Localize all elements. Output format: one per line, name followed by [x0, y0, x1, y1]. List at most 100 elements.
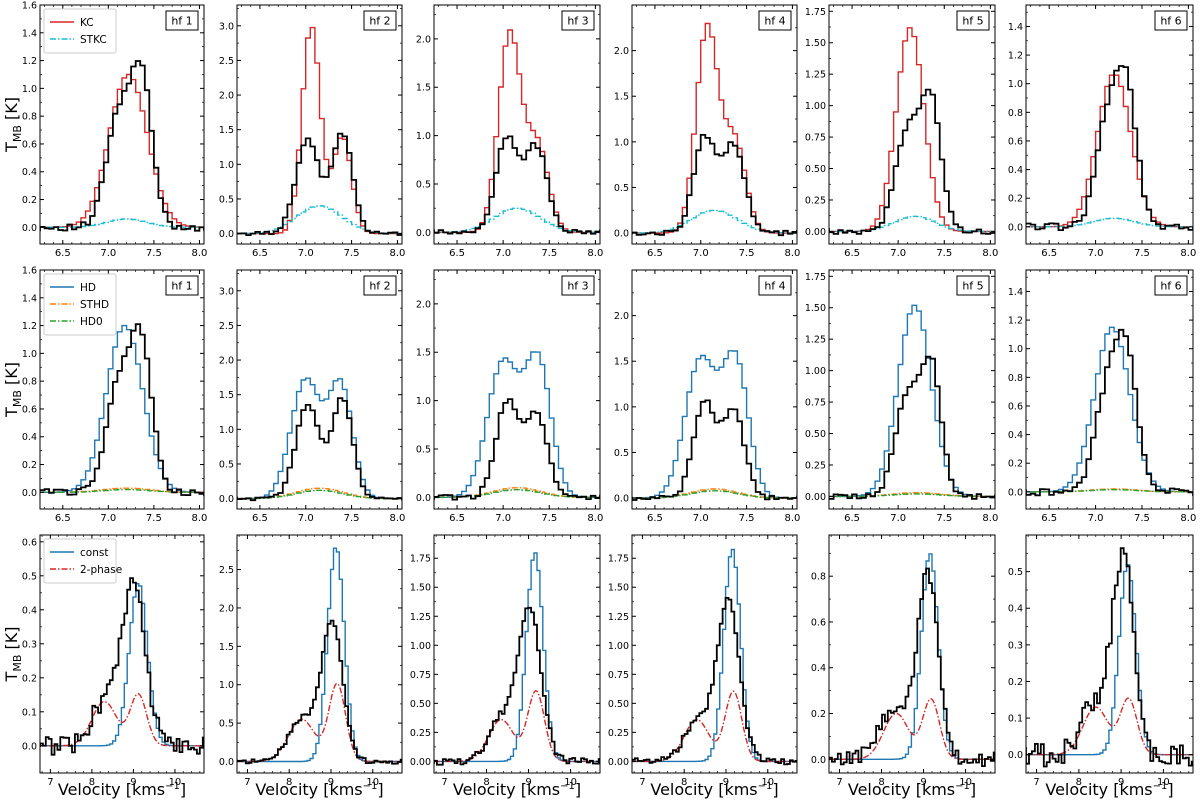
series-observed: [829, 567, 995, 767]
y-tick-label: 0.6: [1008, 136, 1023, 147]
axes-frame: [828, 269, 996, 510]
x-tick-label: 9: [130, 777, 136, 788]
x-tick-label: 6.5: [55, 248, 71, 259]
panel-tag-box: [1154, 275, 1188, 296]
y-tick-label: 2.0: [416, 299, 431, 310]
y-tick-label: 0.8: [22, 377, 37, 388]
y-tick-label: 2.0: [416, 34, 431, 45]
x-tick-label: 6.5: [449, 513, 465, 524]
y-tick-label: 0.2: [22, 673, 37, 684]
y-tick-label: 0.8: [1008, 108, 1023, 119]
series-observed: [434, 135, 600, 235]
y-tick-label: 1.2: [1008, 51, 1023, 62]
legend-label: HD: [80, 282, 96, 294]
y-tick-label: 1.5: [614, 357, 629, 368]
x-tick-label: 6.5: [55, 513, 71, 524]
x-tick-label: 7.0: [298, 513, 314, 524]
y-tick-label: 1.00: [805, 101, 826, 112]
series-group: [829, 553, 995, 767]
y-tick-label: 0.4: [22, 432, 37, 443]
series-2-phase: [829, 698, 995, 760]
axes-frame: [39, 269, 205, 510]
axes-frame: [631, 534, 798, 774]
series-group: [632, 548, 797, 766]
panel-tag-box: [758, 275, 792, 296]
x-tick-label: 8.0: [389, 513, 405, 524]
y-tick-label: 0.5: [219, 459, 234, 470]
axes-frame: [236, 269, 403, 510]
x-tick-label: 7: [1033, 777, 1039, 788]
series-hd: [829, 304, 995, 498]
panel-tag: hf 2: [369, 280, 390, 293]
y-tick-label: 0.0: [614, 494, 629, 505]
series-kc: [237, 26, 402, 235]
y-tick-label: 0.5: [1008, 567, 1023, 578]
axes-frame: [433, 269, 601, 510]
series-group: [632, 22, 797, 237]
panel-tag-box: [956, 275, 990, 296]
x-tick-label: 10: [366, 777, 379, 788]
y-tick-label: 0.75: [410, 670, 431, 681]
y-tick-label: 3.0: [219, 286, 234, 297]
y-tick-label: 0.3: [22, 639, 37, 650]
y-tick-label: 1.00: [410, 641, 431, 652]
x-axis-label: Velocity [kms−1]: [453, 780, 581, 799]
panel-tag-box: [1154, 10, 1188, 31]
panel-tag: hf 5: [962, 280, 983, 293]
panel-r1-c6: 6.5 7.0 7.5 8.0 0.0 0.2 0.4 0.6 0.8 1.0 1.2 1.4 hf 6: [1008, 4, 1196, 259]
y-tick-label: 0.0: [416, 228, 431, 239]
x-axis-label: Velocity [kms−1]: [58, 780, 186, 799]
y-tick-label: 0.0: [1008, 222, 1023, 233]
x-tick-label: 7.0: [1088, 513, 1104, 524]
x-tick-label: 8: [681, 777, 687, 788]
panel-r3-c2: 7 8 9 10 0.0 0.5 1.0 1.5 2.0 2.5 Velocity [kms−1]: [219, 534, 403, 799]
x-tick-label: 8.0: [587, 513, 603, 524]
y-tick-label: 0.5: [219, 719, 234, 730]
y-tick-label: 0.2: [22, 195, 37, 206]
y-tick-label: 0.2: [811, 709, 826, 720]
x-tick-label: 10: [1157, 777, 1170, 788]
x-tick-label: 7.5: [1134, 248, 1150, 259]
panel-tag: hf 4: [764, 15, 785, 28]
series-2-phase: [1026, 697, 1193, 756]
x-tick-label: 8: [89, 777, 95, 788]
y-tick-label: 0.00: [410, 757, 431, 768]
series-observed: [1026, 547, 1193, 768]
x-tick-label: 7.0: [100, 513, 116, 524]
y-tick-label: 0.0: [219, 494, 234, 505]
y-tick-label: 1.50: [608, 583, 629, 594]
y-tick-label: 0.1: [1008, 714, 1023, 725]
x-tick-label: 7.5: [739, 513, 755, 524]
x-tick-label: 8.0: [1180, 513, 1196, 524]
series-group: [237, 26, 402, 236]
y-tick-label: 1.5: [416, 348, 431, 359]
x-tick-label: 8.0: [389, 248, 405, 259]
x-tick-label: 10: [564, 777, 577, 788]
x-tick-label: 6.5: [1041, 248, 1057, 259]
y-tick-label: 1.5: [614, 92, 629, 103]
x-tick-label: 8.0: [191, 248, 207, 259]
x-tick-label: 7.0: [890, 248, 906, 259]
series-stkc: [434, 207, 600, 234]
y-tick-label: 1.00: [608, 641, 629, 652]
x-tick-label: 6.5: [844, 513, 860, 524]
y-tick-label: 1.75: [608, 554, 629, 565]
axes-frame: [39, 534, 205, 774]
y-tick-label: 1.25: [805, 335, 826, 346]
x-tick-label: 9: [920, 777, 926, 788]
series-observed: [632, 597, 797, 766]
x-tick-label: 6.5: [1041, 513, 1057, 524]
series-const: [829, 553, 995, 760]
y-tick-label: 0.00: [805, 227, 826, 238]
series-kc: [1026, 74, 1193, 228]
legend-label: STKC: [80, 34, 107, 46]
y-tick-label: 0.0: [1008, 750, 1023, 761]
axes-frame: [433, 534, 601, 774]
x-tick-label: 7.5: [936, 248, 952, 259]
panel-tag-box: [561, 275, 595, 296]
panel-r3-c1: 7 8 9 10 0.0 0.1 0.2 0.3 0.4 0.5 0.6 const 2-phase TM…: [2, 534, 205, 799]
axes-frame: [236, 4, 403, 245]
legend: KC STKC: [43, 8, 117, 54]
y-tick-label: 1.5: [219, 390, 234, 401]
axes-frame: [1025, 534, 1194, 774]
